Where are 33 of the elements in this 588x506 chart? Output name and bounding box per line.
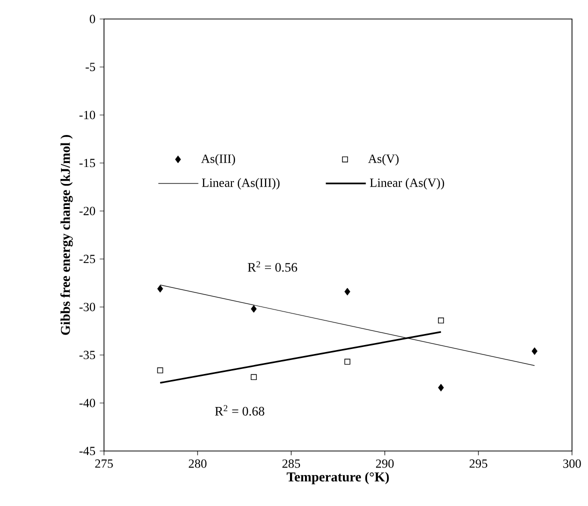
x-tick-label: 280 [188,459,206,468]
point [344,288,350,296]
y-tick-label: -15 [79,158,96,168]
point [344,358,350,365]
point [438,317,444,324]
y-tick-label: -30 [79,302,96,312]
y-tick-label: 0 [90,14,96,24]
annotation: R$^{2}$ = 0.68 [215,405,264,416]
x-tick-label: 295 [470,459,488,468]
y-tick-label: -20 [79,206,96,216]
point [250,374,257,380]
point [250,305,257,313]
point [157,367,164,374]
y-tick-label: -45 [79,446,96,456]
point [438,384,444,392]
legend-label: As(V) [368,154,399,166]
y-tick-label: -40 [79,398,96,408]
x-tick-label: 275 [95,459,113,468]
legend-label: Linear (As(III)) [202,178,280,190]
y-tick-label: -10 [79,110,96,120]
x-axis-title: Temperature (°K) [286,472,389,484]
x-tick-label: 285 [282,459,300,468]
point [157,284,164,293]
y-axis-title: Gibbs free energy change (kJ/mol ) [60,135,73,335]
y-tick-label: -35 [79,350,96,360]
y-tick-label: -25 [79,254,96,264]
legend-label: Linear (As(V)) [370,178,444,190]
x-tick-label: 300 [563,459,581,468]
x-tick-label: 290 [376,459,394,468]
legend-label: As(III) [201,154,236,166]
annotation: R$^{2}$ = 0.56 [248,261,298,272]
point [532,347,538,355]
y-tick-label: -5 [86,62,96,72]
